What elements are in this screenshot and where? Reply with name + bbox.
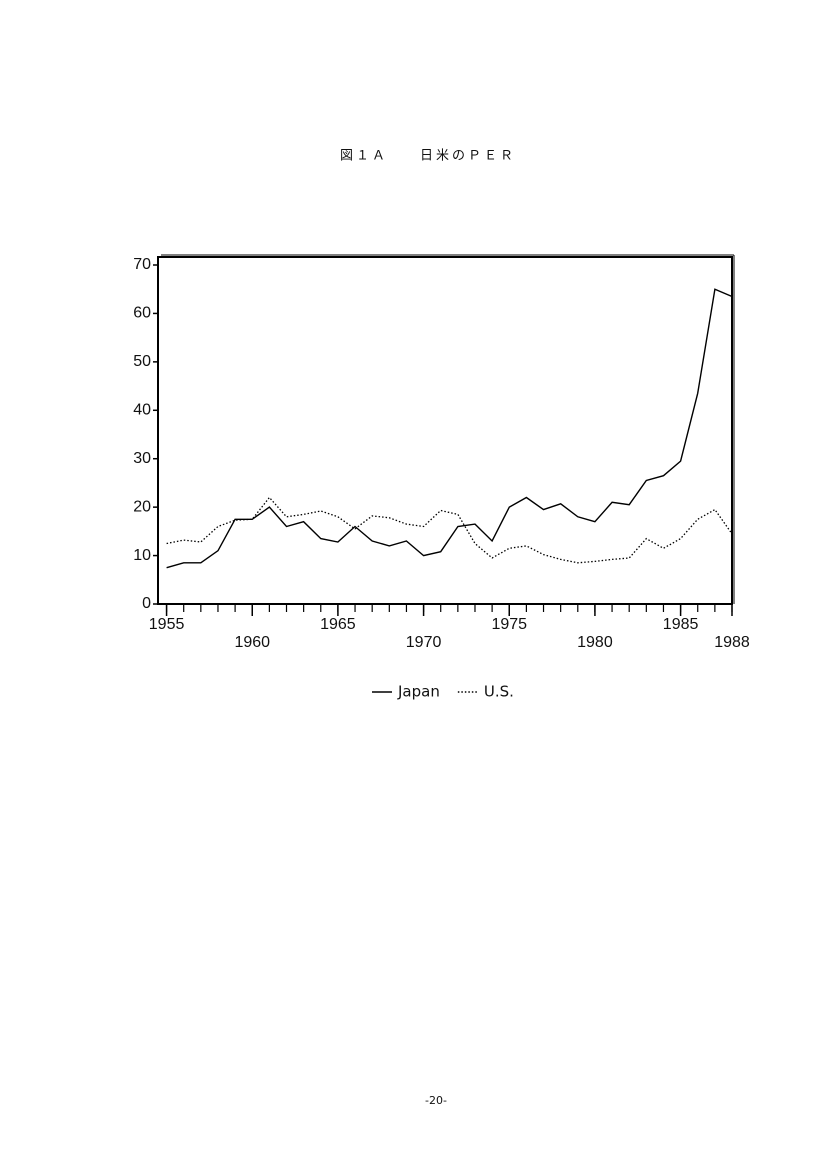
y-tick-label: 50 xyxy=(133,353,151,370)
x-tick-label: 1980 xyxy=(577,634,613,651)
legend-label: U.S. xyxy=(484,683,514,701)
y-tick-label: 70 xyxy=(133,256,151,273)
x-tick-label: 1988 xyxy=(714,634,750,651)
y-tick-label: 60 xyxy=(133,305,151,322)
x-tick-label: 1965 xyxy=(320,616,356,633)
plot-frame xyxy=(157,256,733,605)
y-tick-label: 20 xyxy=(133,498,151,515)
y-tick-label: 40 xyxy=(133,402,151,419)
x-tick-label: 1970 xyxy=(406,634,442,651)
y-tick-label: 0 xyxy=(142,595,151,612)
x-tick-label: 1960 xyxy=(234,634,270,651)
page-number: -20- xyxy=(425,1094,447,1107)
series-line xyxy=(166,288,733,569)
x-tick-label: 1955 xyxy=(149,616,185,633)
chart-title: 図１Ａ 日米のＰＥＲ xyxy=(340,149,516,164)
x-tick-label: 1975 xyxy=(491,616,527,633)
x-tick-label: 1985 xyxy=(663,616,699,633)
series-line xyxy=(166,496,733,564)
legend-label: Japan xyxy=(397,683,440,701)
y-tick-label: 10 xyxy=(133,547,151,564)
y-tick-label: 30 xyxy=(133,450,151,467)
